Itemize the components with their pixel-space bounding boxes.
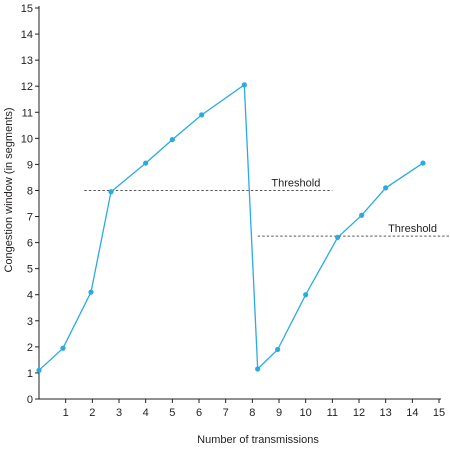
series	[36, 82, 426, 373]
data-point	[108, 189, 114, 195]
x-tick-label: 6	[196, 407, 202, 419]
data-point	[359, 212, 365, 218]
y-tick-label: 0	[27, 394, 33, 406]
x-tick-label: 9	[276, 407, 282, 419]
y-tick-label: 4	[27, 290, 33, 302]
data-point	[241, 82, 247, 88]
x-tick-label: 14	[406, 407, 418, 419]
x-tick-label: 5	[169, 407, 175, 419]
y-tick-label: 12	[21, 81, 33, 93]
y-tick-label: 3	[27, 316, 33, 328]
data-point	[60, 345, 66, 351]
data-point	[88, 289, 94, 295]
data-point	[36, 367, 42, 373]
x-tick-label: 15	[433, 407, 445, 419]
y-tick-label: 7	[27, 212, 33, 224]
data-point	[303, 292, 309, 298]
x-tick-label: 3	[116, 407, 122, 419]
threshold-label: Threshold	[271, 177, 320, 189]
data-point	[199, 112, 205, 118]
data-point	[335, 234, 341, 240]
data-point	[275, 346, 281, 353]
data-point	[143, 160, 149, 166]
data-point	[169, 137, 175, 143]
x-tick-label: 4	[143, 407, 149, 419]
threshold-label: Threshold	[388, 223, 437, 235]
y-tick-label: 9	[27, 159, 33, 171]
x-axis-title: Number of transmissions	[197, 434, 319, 446]
x-tick-label: 8	[249, 407, 255, 419]
y-tick-label: 15	[21, 3, 33, 15]
data-point	[255, 366, 261, 372]
y-tick-label: 10	[21, 133, 33, 145]
y-tick-label: 8	[27, 185, 33, 197]
y-axis-title: Congestion window (in segments)	[3, 107, 15, 272]
x-tick-label: 2	[89, 407, 95, 419]
x-tick-label: 12	[353, 407, 365, 419]
series-line	[38, 83, 424, 371]
y-tick-label: 14	[21, 29, 33, 41]
x-tick-label: 10	[300, 407, 312, 419]
y-tick-label: 11	[22, 107, 33, 119]
axes	[35, 6, 441, 403]
threshold-lines	[84, 189, 449, 237]
x-tick-label: 7	[223, 407, 229, 419]
x-tick-label: 1	[63, 407, 69, 419]
y-tick-label: 1	[27, 368, 33, 380]
y-tick-label: 13	[21, 55, 33, 67]
data-point	[420, 160, 426, 166]
y-tick-label: 2	[27, 342, 33, 354]
x-tick-label: 13	[380, 407, 392, 419]
x-tick-label: 11	[327, 407, 338, 419]
y-tick-label: 6	[27, 238, 33, 250]
y-tick-label: 5	[27, 264, 33, 276]
data-point	[383, 185, 389, 191]
